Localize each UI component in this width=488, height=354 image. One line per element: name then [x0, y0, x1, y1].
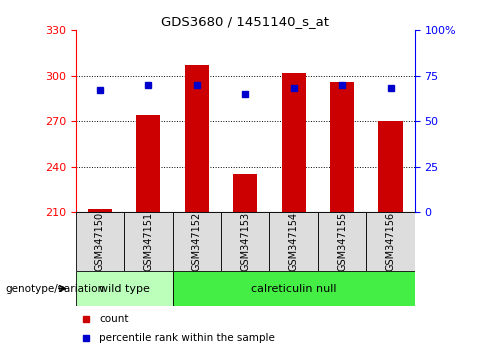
Text: GSM347155: GSM347155 — [337, 212, 347, 271]
Text: genotype/variation: genotype/variation — [5, 284, 104, 293]
Text: GSM347152: GSM347152 — [192, 212, 202, 271]
Text: GSM347150: GSM347150 — [95, 212, 105, 271]
Bar — [330, 82, 354, 212]
Bar — [379, 121, 403, 212]
Bar — [136, 115, 161, 212]
Bar — [269, 212, 318, 271]
Text: GSM347151: GSM347151 — [143, 212, 153, 271]
Bar — [124, 212, 173, 271]
Bar — [233, 175, 257, 212]
Bar — [221, 212, 269, 271]
Title: GDS3680 / 1451140_s_at: GDS3680 / 1451140_s_at — [161, 15, 329, 28]
Text: GSM347156: GSM347156 — [386, 212, 396, 271]
Text: wild type: wild type — [99, 284, 149, 293]
Text: percentile rank within the sample: percentile rank within the sample — [100, 333, 275, 343]
Bar — [173, 271, 415, 306]
Bar — [318, 212, 366, 271]
Bar — [366, 212, 415, 271]
Bar — [76, 212, 124, 271]
Text: GSM347154: GSM347154 — [289, 212, 299, 271]
Text: calreticulin null: calreticulin null — [251, 284, 336, 293]
Text: GSM347153: GSM347153 — [240, 212, 250, 271]
Bar — [184, 65, 209, 212]
Text: count: count — [100, 314, 129, 324]
Bar — [76, 271, 173, 306]
Bar — [173, 212, 221, 271]
Bar — [88, 209, 112, 212]
Bar — [282, 73, 306, 212]
